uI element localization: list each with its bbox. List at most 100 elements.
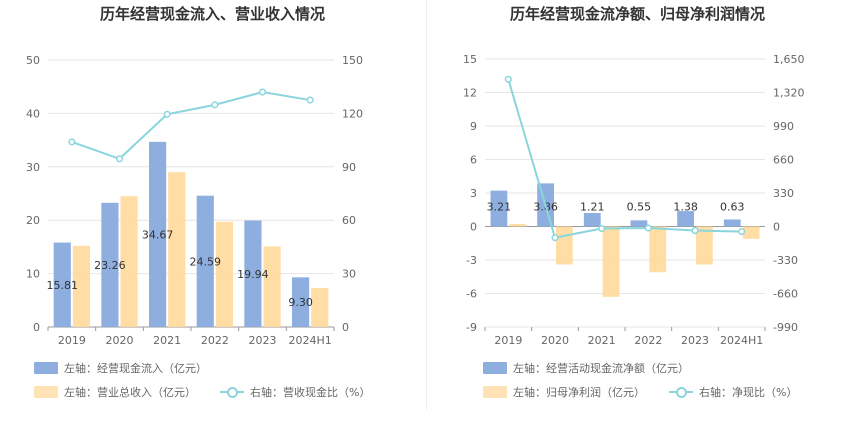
bar-series2 [311,288,329,327]
x-tick-label: 2019 [58,334,86,347]
bar-series1 [583,212,601,227]
y-right-tick-label: 660 [773,154,794,167]
x-tick-label: 2020 [541,334,569,347]
legend-swatch-line-icon [220,386,244,398]
x-tick-label: 2021 [153,334,181,347]
y-left-tick-label: 20 [26,214,40,227]
bar-series2 [215,221,233,327]
chart-title-right: 历年经营现金流净额、归母净利润情况 [509,5,765,23]
y-left-tick-label: 3 [470,187,477,200]
bar-series2 [263,246,281,327]
legend-item-left-1[interactable]: 左轴：经营现金流入（亿元） [34,360,207,376]
chart-svg-left: 0 0 10 30 20 60 30 90 40 120 50 150 2019 2020 2021 2022… [26,54,363,347]
line-point [691,227,699,235]
line-point [551,234,559,242]
y-left-tick-label: -6 [466,288,477,301]
x-tick-label: 2024H1 [720,334,763,347]
y-left-tick-label: 15 [463,53,477,66]
y-left-tick-label: 0 [470,221,477,234]
chart-svg-right: -9 -990 -6 -660 -3 -330 0 0 3 330 6 660 9 990 12 1,320 1… [463,53,805,347]
y-right-tick-label: 30 [342,268,356,281]
bar-series2 [168,172,186,327]
data-label: 1.38 [673,201,698,214]
data-label: 1.21 [580,201,605,214]
legend-label: 左轴：营业总收入（亿元） [64,386,196,399]
x-tick-label: 2023 [681,334,709,347]
x-tick-label: 2023 [249,334,277,347]
legend-swatch-line-icon [669,386,693,398]
y-right-tick-label: 120 [342,107,363,120]
data-label: 15.81 [47,279,79,292]
chart-title-left: 历年经营现金流入、营业收入情况 [99,5,325,23]
y-right-tick-label: -660 [773,288,798,301]
bar-series2 [120,196,138,327]
line-point [258,88,267,96]
line-point [504,75,512,83]
bar-series2 [556,226,573,265]
x-tick-label: 2022 [201,334,229,347]
bar-series2 [72,245,90,327]
y-left-tick-label: 30 [26,161,40,174]
y-left-tick-label: -9 [466,321,477,334]
line-series [507,79,742,239]
legend-label: 右轴：营收现金比（%） [250,386,371,399]
data-label: 19.94 [237,268,269,281]
line-point [163,110,171,118]
legend-label: 左轴：经营现金流入（亿元） [64,362,207,375]
y-right-tick-label: 330 [773,187,794,200]
legend-item-right-2[interactable]: 左轴：归母净利润（亿元） [483,384,645,400]
legend-label: 右轴：净现比（%） [699,386,798,399]
x-tick-label: 2019 [494,334,522,347]
y-left-tick-label: 10 [26,268,40,281]
x-tick-label: 2021 [588,334,616,347]
legend-item-right-3[interactable]: 右轴：净现比（%） [669,384,797,400]
line-point [644,224,652,232]
bar-series1 [196,195,214,327]
legend-swatch-bar-icon [34,386,58,398]
y-right-tick-label: -990 [773,321,798,334]
legend-item-left-2[interactable]: 左轴：营业总收入（亿元） [34,384,196,400]
line-point [598,224,606,233]
data-label: 23.26 [94,259,126,272]
legend-label: 左轴：归母净利润（亿元） [513,386,645,399]
y-right-tick-label: 1,320 [773,87,805,100]
bar-series1 [149,141,167,327]
x-tick-label: 2022 [634,334,662,347]
line-point [306,96,314,104]
y-left-tick-label: 50 [26,54,40,67]
legend-item-left-3[interactable]: 右轴：营收现金比（%） [220,384,370,400]
y-right-tick-label: 0 [342,321,349,334]
line-point [211,101,219,109]
data-label: 34.67 [142,228,174,241]
legend-swatch-bar-icon [483,362,507,374]
y-left-tick-label: 0 [33,321,40,334]
data-label: 9.30 [288,296,313,309]
legend-item-right-1[interactable]: 左轴：经营活动现金流净额（亿元） [483,360,689,376]
y-right-tick-label: 990 [773,120,794,133]
legend-label: 左轴：经营活动现金流净额（亿元） [513,362,689,375]
bar-series2 [742,226,760,239]
x-tick-label: 2024H1 [289,334,332,347]
bar-series1 [677,211,694,227]
y-left-tick-label: 9 [470,120,477,133]
data-label: 0.63 [720,201,745,214]
line-point [68,138,76,146]
bar-series2 [602,226,620,297]
bar-series1 [490,190,508,227]
bar-series1 [630,220,648,227]
x-tick-label: 2020 [106,334,134,347]
bar-series2 [696,226,713,265]
data-label: 24.59 [190,255,222,268]
panel-divider [426,0,427,410]
bar-series1 [53,242,71,327]
y-right-tick-label: 1,650 [773,53,805,66]
y-right-tick-label: 60 [342,214,356,227]
legend-swatch-bar-icon [34,362,58,374]
y-right-tick-label: 90 [342,161,356,174]
y-left-tick-label: 12 [463,87,477,100]
y-left-tick-label: 40 [26,107,40,120]
y-left-tick-label: -3 [466,254,477,267]
bar-series2 [649,226,667,273]
line-point [738,228,746,236]
line-series [71,91,311,160]
